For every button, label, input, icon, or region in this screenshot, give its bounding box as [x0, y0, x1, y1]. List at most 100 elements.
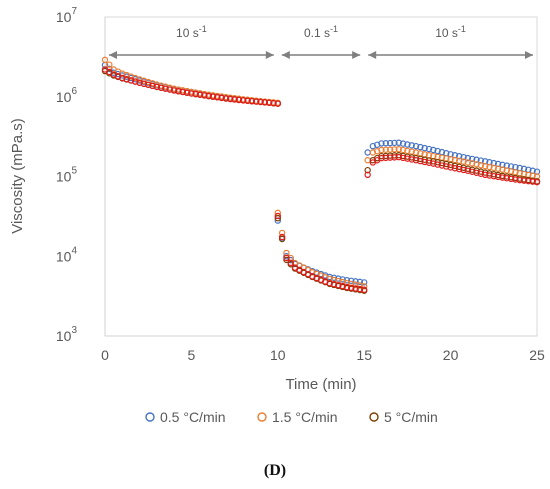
data-point [412, 157, 420, 164]
data-point [412, 142, 420, 150]
data-point [456, 165, 463, 173]
data-point [443, 163, 450, 170]
data-point [503, 175, 510, 182]
annotation-label: 0.1 s-1 [304, 24, 338, 40]
x-axis-label: Time (min) [285, 376, 356, 393]
data-point [257, 98, 264, 106]
y-ticks: 103 104 105 106 107 [56, 6, 78, 344]
data-point [162, 83, 169, 90]
data-point [469, 166, 476, 173]
data-point [278, 235, 286, 243]
x-tick-label: 10 [270, 347, 286, 363]
data-point [473, 167, 480, 174]
data-point [265, 99, 273, 106]
y-axis-label: Viscosity (mPa.s) [9, 118, 26, 234]
data-point [399, 154, 407, 162]
data-point [507, 175, 515, 183]
legend-label: 5 °C/min [384, 409, 438, 425]
data-point [240, 97, 247, 104]
data-point [464, 167, 472, 174]
legend-label: 1.5 °C/min [272, 409, 338, 425]
data-point [473, 156, 480, 163]
data-point [253, 98, 260, 105]
data-point [382, 146, 389, 153]
data-point [274, 214, 281, 222]
data-point [339, 282, 346, 290]
data-point [101, 56, 109, 64]
y-tick-label: 103 [56, 325, 78, 344]
data-point [464, 165, 472, 172]
data-point [451, 156, 459, 164]
legend-marker [369, 412, 379, 422]
data-point [356, 278, 364, 286]
data-point [166, 86, 173, 93]
data-point [127, 77, 135, 84]
y-tick-label: 106 [56, 86, 78, 105]
data-point [408, 156, 415, 163]
data-point [469, 168, 476, 175]
data-point [378, 154, 385, 162]
data-point [460, 166, 467, 174]
data-point [170, 87, 178, 94]
legend-marker [257, 412, 267, 422]
data-point [119, 74, 126, 82]
data-point [425, 145, 433, 153]
data-point [425, 159, 433, 166]
data-point [157, 84, 165, 91]
data-point [404, 141, 411, 148]
data-point [278, 229, 286, 237]
x-tick-label: 15 [356, 347, 372, 363]
legend: 0.5 °C/min 1.5 °C/min 5 °C/min [145, 409, 438, 425]
data-point [352, 285, 359, 292]
data-point [481, 162, 489, 170]
data-point [361, 286, 368, 293]
data-point [434, 147, 441, 155]
annotation-arrowhead [281, 51, 290, 59]
data-point [395, 145, 402, 153]
data-point [248, 97, 256, 105]
data-point [386, 154, 394, 161]
y-tick-label: 107 [56, 6, 78, 25]
data-point [140, 80, 148, 87]
data-point [287, 259, 294, 267]
data-point [421, 144, 428, 152]
plot-area-frame [104, 16, 538, 337]
data-point [469, 160, 476, 167]
data-point [261, 99, 269, 106]
x-tick-label: 25 [529, 347, 545, 363]
data-point [153, 83, 161, 91]
data-point [283, 249, 290, 257]
annotation-arrowhead [265, 51, 274, 59]
data-point [326, 273, 333, 281]
data-point [490, 164, 497, 172]
annotation-arrowhead [109, 51, 117, 59]
data-point [175, 87, 182, 95]
data-point [214, 94, 221, 101]
data-point [378, 146, 385, 154]
data-point [382, 154, 389, 162]
data-point [382, 140, 389, 147]
data-point [201, 92, 208, 99]
data-point [179, 88, 186, 96]
data-point [330, 280, 338, 288]
data-point [421, 158, 428, 166]
data-point [348, 284, 355, 291]
data-point [481, 171, 489, 179]
x-tick-label: 0 [101, 347, 109, 363]
data-point [507, 168, 515, 175]
data-point [364, 149, 371, 156]
legend-marker [145, 412, 155, 422]
data-point [430, 146, 437, 154]
data-point [106, 61, 113, 68]
data-point [404, 155, 411, 162]
data-point [395, 153, 402, 161]
data-point [330, 274, 338, 281]
data-point [335, 281, 342, 289]
data-point [132, 78, 139, 85]
data-point [477, 168, 485, 175]
data-point [533, 178, 541, 186]
data-point [451, 165, 459, 172]
data-point [278, 233, 286, 241]
data-point [244, 97, 251, 104]
